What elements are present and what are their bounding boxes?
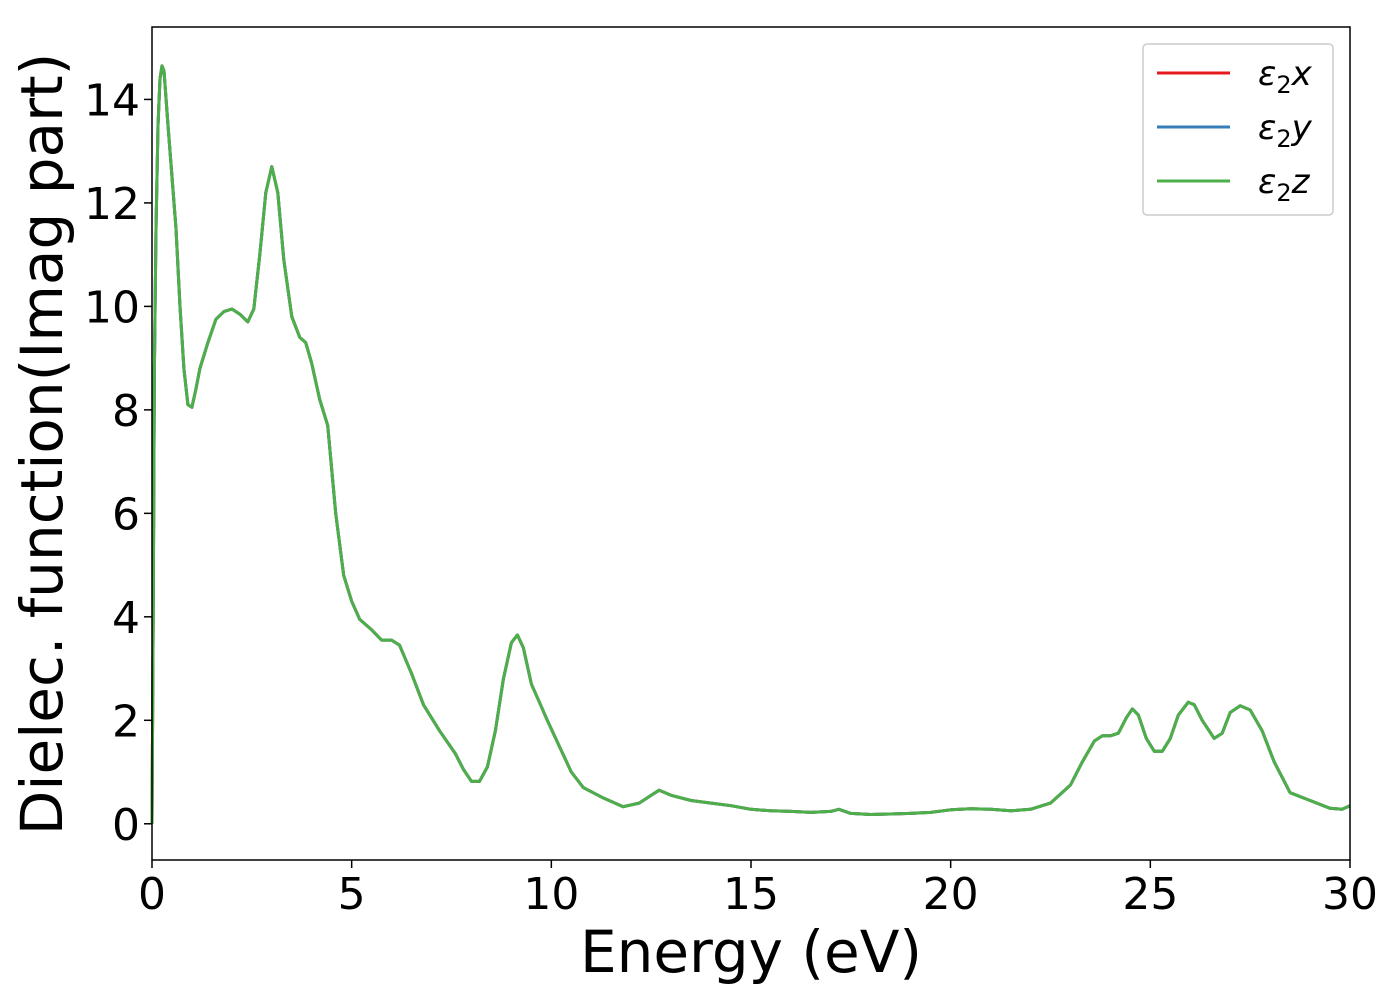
x-tick-label: 15 bbox=[723, 869, 779, 920]
legend-label-base: ε bbox=[1258, 54, 1276, 94]
y-tick-label: 10 bbox=[84, 282, 140, 333]
y-tick-label: 6 bbox=[112, 489, 140, 540]
y-tick-label: 12 bbox=[84, 179, 140, 230]
legend-label-sub: 2 bbox=[1276, 71, 1291, 99]
x-tick-label: 0 bbox=[138, 869, 166, 920]
legend-frame bbox=[1142, 43, 1334, 216]
legend-label-x: ε2x bbox=[1258, 54, 1313, 99]
y-axis-title: Dielec. function(Imag part) bbox=[8, 53, 76, 836]
y-tick-label: 2 bbox=[112, 696, 140, 747]
y-tick-label: 4 bbox=[112, 593, 140, 644]
series-layer bbox=[150, 64, 1351, 824]
x-tick-label: 25 bbox=[1122, 869, 1178, 920]
legend-label-axis: y bbox=[1291, 108, 1313, 148]
x-tick-label: 30 bbox=[1322, 869, 1378, 920]
series-line-z bbox=[150, 64, 1351, 824]
legend-label-axis: x bbox=[1291, 54, 1313, 94]
legend-label-sub: 2 bbox=[1276, 125, 1291, 153]
legend-label-base: ε bbox=[1258, 108, 1276, 148]
y-tick-label: 8 bbox=[112, 386, 140, 437]
legend-label-y: ε2y bbox=[1258, 108, 1313, 153]
legend-label-base: ε bbox=[1258, 162, 1276, 202]
y-tick-label: 0 bbox=[112, 800, 140, 851]
legend-label-z: ε2z bbox=[1258, 162, 1311, 207]
x-tick-label: 10 bbox=[523, 869, 579, 920]
legend-label-axis: z bbox=[1291, 162, 1311, 202]
x-tick-label: 20 bbox=[923, 869, 979, 920]
y-axis: 0 2 4 6 8 10 12 14 bbox=[84, 75, 152, 851]
x-axis: 0 5 10 15 20 25 30 bbox=[138, 860, 1378, 920]
legend-label-sub: 2 bbox=[1276, 179, 1291, 207]
y-tick-label: 14 bbox=[84, 75, 140, 126]
x-tick-label: 5 bbox=[338, 869, 366, 920]
x-axis-title: Energy (eV) bbox=[580, 918, 922, 986]
